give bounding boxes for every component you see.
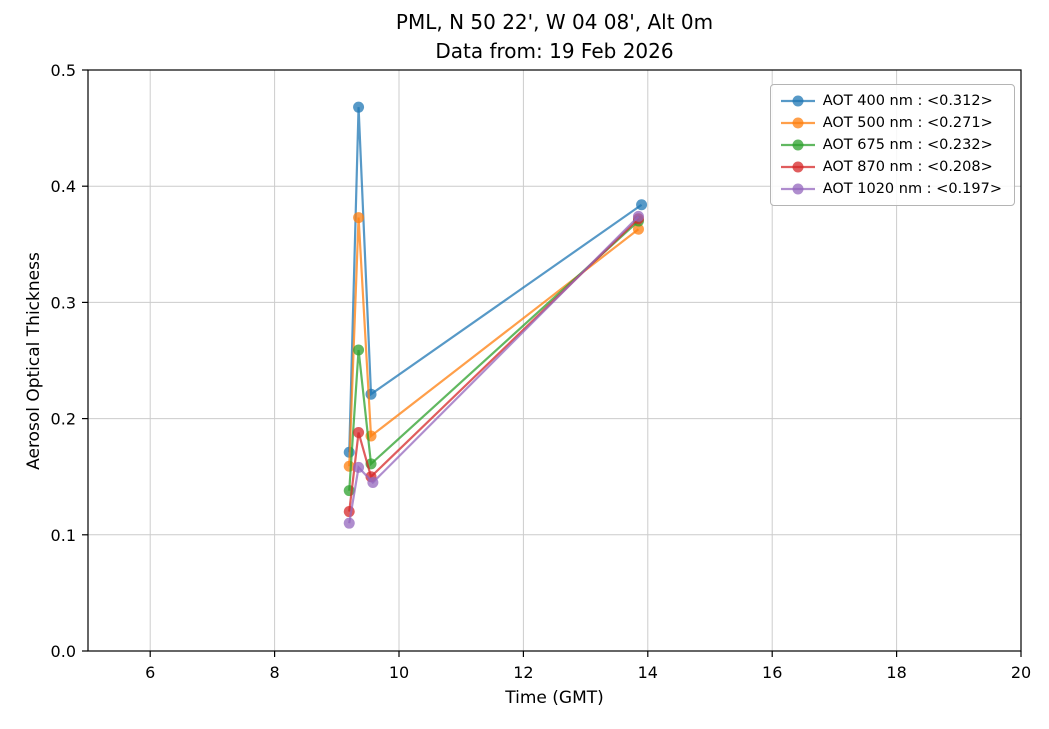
legend: AOT 400 nm : <0.312> AOT 500 nm : <0.271>… [769, 84, 1015, 206]
x-axis-label: Time (GMT) [505, 688, 604, 708]
data-point [632, 223, 644, 235]
y-tick-label: 0.1 [51, 526, 76, 545]
chart-title-line2: Data from: 19 Feb 2026 [435, 39, 674, 63]
legend-item: AOT 500 nm : <0.271> [780, 115, 1002, 131]
legend-label: AOT 400 nm : <0.312> [822, 93, 993, 109]
data-point [353, 461, 365, 473]
x-tick-label: 20 [1011, 663, 1031, 682]
data-point [367, 477, 379, 489]
chart-title: PML, N 50 22', W 04 08', Alt 0m Data fro… [88, 8, 1021, 66]
legend-label: AOT 870 nm : <0.208> [822, 159, 993, 175]
legend-swatch-icon [780, 139, 815, 151]
data-point [353, 427, 365, 439]
series-line-3 [348, 217, 640, 512]
x-tick-label: 16 [762, 663, 782, 682]
x-tick-label: 18 [886, 663, 906, 682]
legend-swatch-icon [780, 183, 815, 195]
legend-label: AOT 675 nm : <0.232> [822, 137, 993, 153]
series-line-2 [348, 220, 640, 491]
y-tick-label: 0.2 [51, 410, 76, 429]
legend-swatch-icon [780, 95, 815, 107]
chart-title-line1: PML, N 50 22', W 04 08', Alt 0m [395, 10, 714, 34]
data-point [353, 212, 365, 224]
x-tick-label: 10 [389, 663, 409, 682]
legend-item: AOT 870 nm : <0.208> [780, 159, 1002, 175]
data-point [353, 344, 365, 356]
series-line-1 [348, 217, 640, 467]
legend-swatch-icon [780, 161, 815, 173]
x-tick-label: 12 [513, 663, 533, 682]
legend-label: AOT 1020 nm : <0.197> [822, 181, 1002, 197]
data-point [636, 199, 648, 211]
y-axis-label: Aerosol Optical Thickness [24, 252, 44, 470]
legend-swatch-icon [780, 117, 815, 129]
plot-border [87, 69, 1022, 652]
y-tick-label: 0.0 [51, 642, 76, 661]
x-tick-label: 6 [145, 663, 155, 682]
y-tick-label: 0.4 [51, 177, 76, 196]
legend-label: AOT 500 nm : <0.271> [822, 115, 993, 131]
x-tick-label: 8 [270, 663, 280, 682]
y-tick-label: 0.3 [51, 293, 76, 312]
x-tick-label: 14 [638, 663, 658, 682]
series-line-4 [348, 215, 640, 524]
data-point [343, 506, 355, 518]
data-point [632, 210, 644, 222]
series-line-0 [348, 107, 643, 453]
legend-item: AOT 400 nm : <0.312> [780, 93, 1002, 109]
y-tick-label: 0.5 [51, 61, 76, 80]
data-point [353, 101, 365, 113]
data-point [343, 517, 355, 529]
legend-item: AOT 1020 nm : <0.197> [780, 181, 1002, 197]
legend-item: AOT 675 nm : <0.232> [780, 137, 1002, 153]
data-point [365, 388, 377, 400]
